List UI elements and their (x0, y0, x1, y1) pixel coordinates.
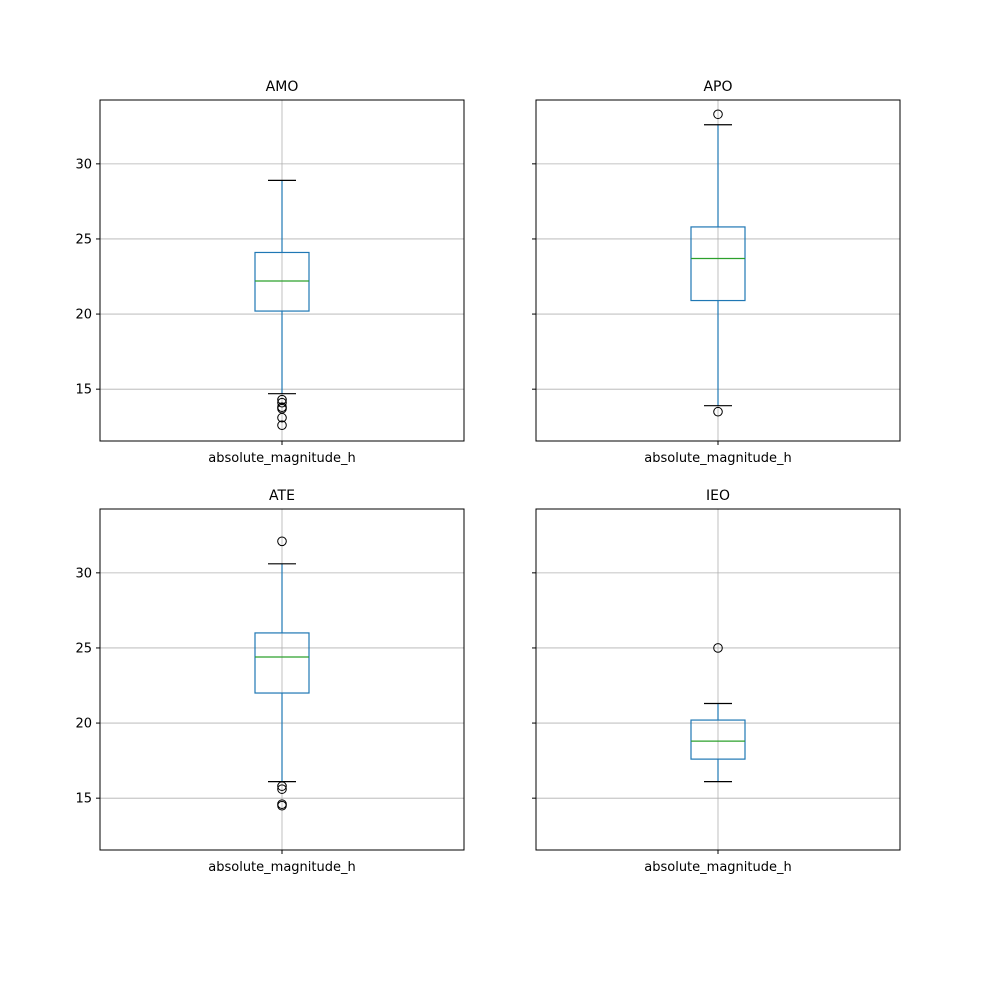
box-plot (690, 109, 746, 417)
y-tick-label: 20 (75, 308, 92, 323)
y-tick-label: 15 (75, 383, 92, 398)
subplot-title: ATE (269, 488, 295, 504)
subplot-amo: 15 20 25 30 AMO absolute_magnitude_h (75, 79, 465, 466)
x-tick-label: absolute_magnitude_h (644, 860, 791, 875)
box-plot (254, 536, 310, 811)
outlier-point (713, 643, 723, 653)
subplot-apo: APO absolute_magnitude_h (532, 79, 901, 466)
subplot-title: IEO (706, 488, 730, 504)
outlier-point (277, 397, 287, 408)
outlier-point (277, 800, 287, 811)
y-tick-label: 20 (75, 717, 92, 732)
outlier-point (277, 420, 287, 431)
x-tick-label: absolute_magnitude_h (644, 451, 791, 466)
y-tick-label: 30 (75, 157, 92, 172)
iqr-box (690, 226, 746, 302)
x-tick-label: absolute_magnitude_h (208, 860, 355, 875)
y-tick-label: 30 (75, 566, 92, 581)
y-axis: 15 20 25 30 (75, 157, 283, 445)
outlier-point (713, 406, 723, 417)
y-tick-label: 25 (75, 641, 92, 656)
outlier-point (277, 536, 287, 547)
x-tick-label: absolute_magnitude_h (208, 451, 355, 466)
y-tick-label: 25 (75, 232, 92, 247)
iqr-box (690, 719, 746, 760)
box-plot (690, 643, 746, 783)
subplot-ieo: IEO absolute_magnitude_h (532, 488, 901, 875)
subplot-title: APO (703, 79, 732, 95)
iqr-box (254, 251, 310, 312)
outlier-point (277, 781, 287, 791)
outlier-point (713, 109, 723, 120)
outlier-point (277, 784, 287, 794)
box-plot (254, 179, 310, 431)
y-axis: 15 20 25 30 (75, 566, 283, 854)
outlier-point (277, 412, 287, 423)
y-tick-label: 15 (75, 792, 92, 807)
subplot-ate: 15 20 25 30 ATE absolute_magnitude_h (75, 488, 465, 875)
grid-lines (536, 509, 900, 850)
subplot-title: AMO (266, 79, 299, 95)
y-axis (532, 572, 719, 854)
y-axis (532, 163, 719, 445)
iqr-box (254, 632, 310, 694)
